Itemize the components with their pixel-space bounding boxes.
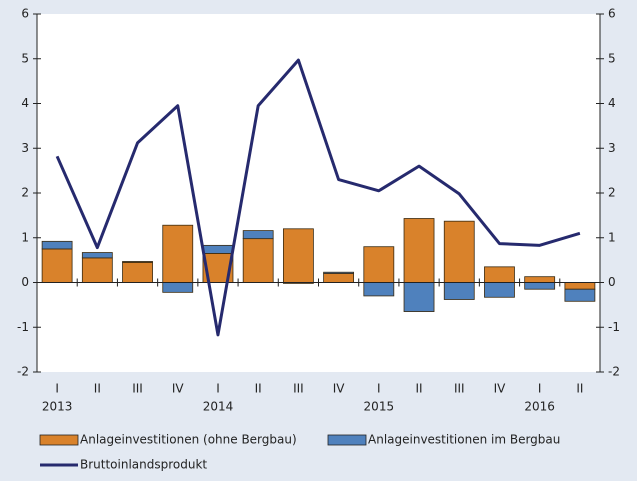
x-tick-label: I (216, 382, 220, 396)
x-tick-label: IV (333, 382, 346, 396)
y-tick-label: 1 (21, 230, 29, 244)
y2-tick-label: -2 (608, 365, 620, 379)
bar (323, 271, 355, 274)
y-tick-label: 0 (21, 275, 29, 289)
y2-tick-label: 5 (608, 51, 616, 65)
bar (242, 238, 274, 283)
x-tick-label: III (132, 382, 143, 396)
bar (484, 282, 515, 298)
y2-tick-label: 3 (608, 141, 616, 155)
bar (41, 248, 73, 283)
y2-tick-label: 2 (608, 186, 616, 200)
bar (162, 282, 194, 293)
year-label: 2014 (203, 400, 234, 414)
bar (81, 252, 113, 259)
bar (363, 246, 395, 283)
x-tick-label: I (55, 382, 59, 396)
line (55, 58, 581, 337)
x-tick-label: II (415, 382, 422, 396)
bar (41, 240, 73, 250)
bar (282, 228, 314, 283)
year-label: 2015 (364, 400, 395, 414)
legend-swatch (39, 434, 79, 446)
plot-area (37, 14, 600, 372)
legend-label: Anlageinvestitionen im Bergbau (368, 433, 560, 447)
y-tick-label: 3 (21, 141, 29, 155)
bar (403, 282, 435, 312)
y-tick-label: 2 (21, 186, 29, 200)
x-tick-label: III (454, 382, 465, 396)
y-tick-label: 4 (21, 96, 29, 110)
bar (242, 230, 274, 240)
bar (81, 257, 113, 283)
x-tick-label: I (377, 382, 381, 396)
legend-label: Bruttoinlandsprodukt (80, 458, 207, 472)
bar (403, 218, 435, 283)
bar (443, 220, 475, 283)
y2-tick-label: 1 (608, 230, 616, 244)
x-tick-label: II (94, 382, 101, 396)
bar (564, 288, 596, 302)
year-label: 2013 (42, 400, 73, 414)
year-label: 2016 (524, 400, 555, 414)
bar (162, 224, 194, 283)
y2-tick-label: 0 (608, 275, 616, 289)
bar (484, 266, 515, 283)
bar (202, 244, 234, 254)
y-tick-label: 5 (21, 51, 29, 65)
y2-tick-label: 4 (608, 96, 616, 110)
y-tick-label: -1 (17, 320, 29, 334)
legend-swatch (327, 434, 367, 446)
legend-label: Anlageinvestitionen (ohne Bergbau) (80, 433, 297, 447)
y-tick-label: -2 (17, 365, 29, 379)
x-tick-label: III (293, 382, 304, 396)
bar (443, 282, 475, 300)
x-tick-label: II (255, 382, 262, 396)
y2-tick-label: 6 (608, 7, 616, 21)
y2-tick-label: -1 (608, 320, 620, 334)
x-tick-label: I (538, 382, 542, 396)
bar (564, 282, 596, 290)
bar (524, 276, 556, 283)
bar (122, 261, 153, 283)
x-tick-label: II (576, 382, 583, 396)
y-tick-label: 6 (21, 7, 29, 21)
x-tick-label: IV (172, 382, 185, 396)
x-tick-label: IV (494, 382, 507, 396)
bar (323, 273, 355, 283)
bar (363, 282, 395, 297)
bar (122, 261, 153, 263)
bar (524, 282, 556, 290)
